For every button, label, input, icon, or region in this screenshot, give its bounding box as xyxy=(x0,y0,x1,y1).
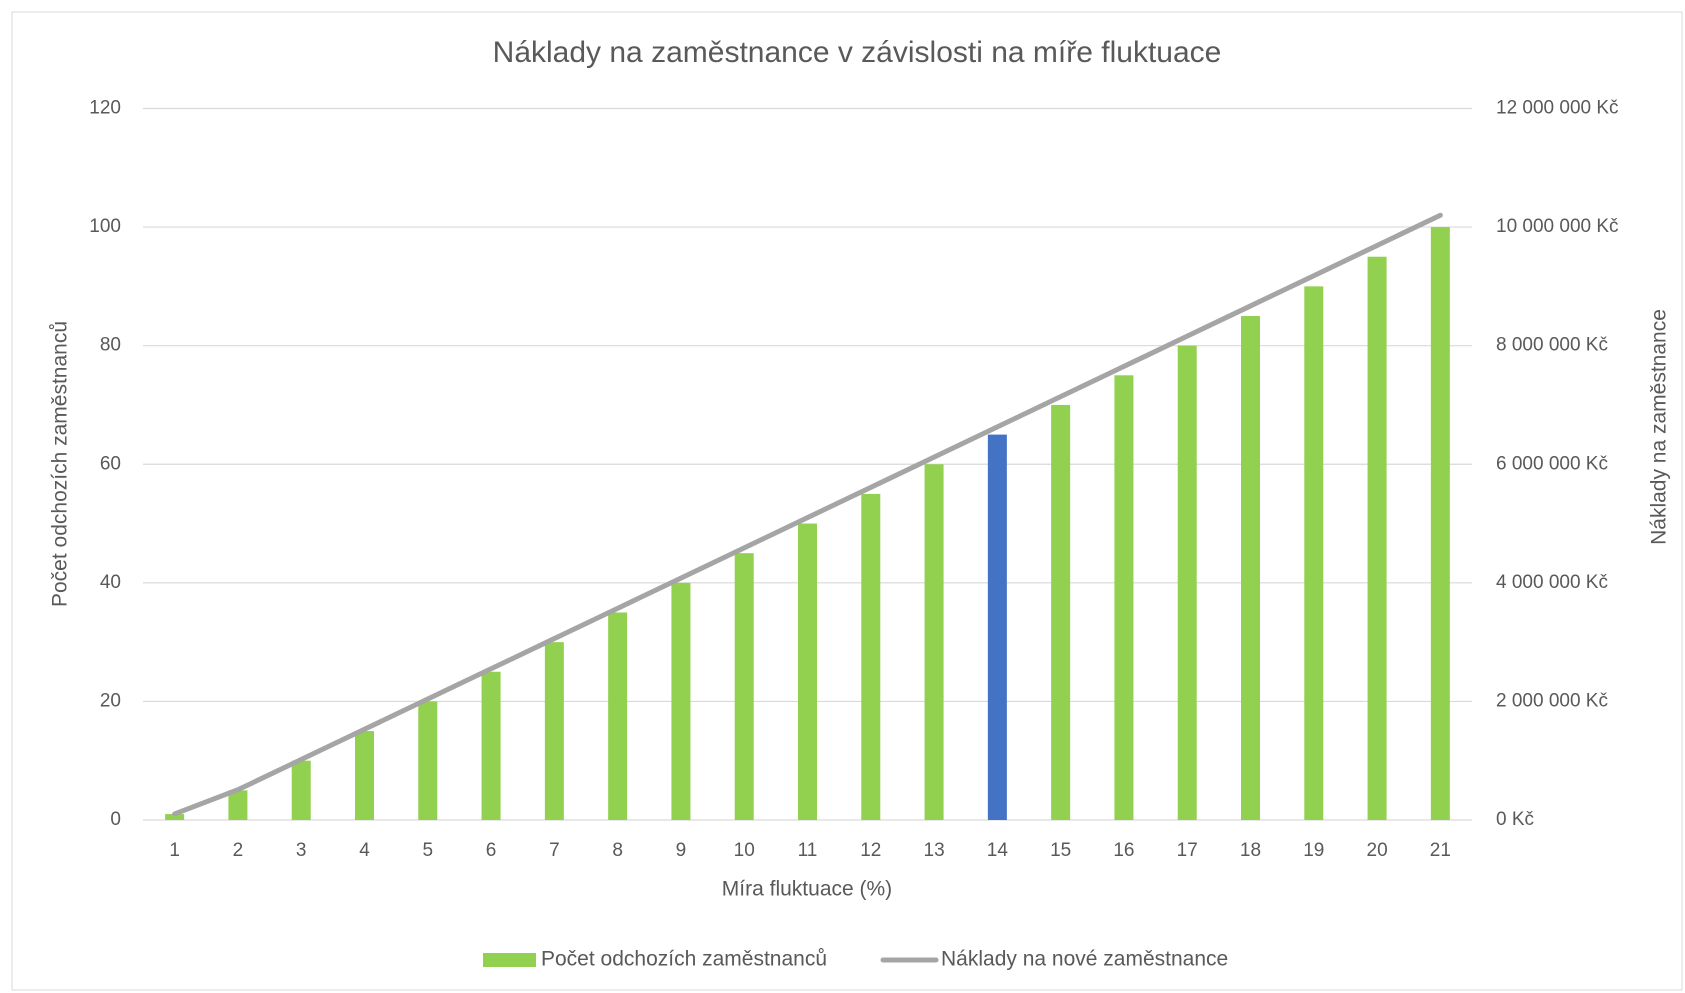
bar xyxy=(291,760,311,820)
x-tick-label: 9 xyxy=(676,840,687,861)
x-tick-label: 3 xyxy=(296,840,307,861)
bar xyxy=(1304,286,1324,820)
x-tick-label: 13 xyxy=(924,840,945,861)
x-axis-title: Míra fluktuace (%) xyxy=(722,878,892,901)
chart-title: Náklady na zaměstnance v závislosti na m… xyxy=(493,36,1222,69)
bar xyxy=(734,553,754,820)
bar xyxy=(861,493,881,820)
x-tick-label: 7 xyxy=(549,840,560,861)
bar xyxy=(987,434,1007,820)
x-tick-label: 5 xyxy=(422,840,433,861)
x-tick-label: 2 xyxy=(233,840,244,861)
y-tick-label: 0 xyxy=(110,809,121,830)
y-tick-label: 120 xyxy=(89,98,121,119)
x-tick-label: 12 xyxy=(860,840,881,861)
bar xyxy=(481,671,501,820)
y2-tick-label: 4 000 000 Kč xyxy=(1496,572,1608,593)
y-tick-label: 60 xyxy=(100,453,121,474)
y2-axis-title: Náklady na zaměstnance xyxy=(1648,309,1671,545)
bar xyxy=(1051,404,1071,820)
y-tick-label: 80 xyxy=(100,335,121,356)
y-tick-label: 100 xyxy=(89,216,121,237)
bar xyxy=(798,523,817,820)
x-tick-label: 8 xyxy=(612,840,623,861)
x-tick-label: 18 xyxy=(1240,840,1261,861)
y-axis-title: Počet odchozích zaměstnanců xyxy=(49,321,72,607)
x-tick-label: 4 xyxy=(359,840,370,861)
y2-tick-label: 2 000 000 Kč xyxy=(1496,690,1608,711)
x-tick-label: 16 xyxy=(1113,840,1134,861)
bar xyxy=(418,701,438,820)
bar xyxy=(671,582,691,820)
bar xyxy=(355,731,374,820)
bar xyxy=(228,790,248,820)
y2-tick-label: 6 000 000 Kč xyxy=(1496,453,1608,474)
x-tick-label: 20 xyxy=(1367,840,1388,861)
x-tick-label: 11 xyxy=(798,840,818,861)
legend-swatch xyxy=(483,953,536,967)
y2-tick-label: 0 Kč xyxy=(1496,809,1534,830)
y-tick-label: 40 xyxy=(100,572,121,593)
bar xyxy=(544,642,564,820)
y2-tick-label: 12 000 000 Kč xyxy=(1496,98,1619,119)
line xyxy=(172,212,1443,817)
bar xyxy=(1430,227,1450,821)
y2-tick-label: 10 000 000 Kč xyxy=(1496,216,1619,237)
bar xyxy=(1114,375,1134,820)
bar xyxy=(1177,345,1197,820)
bar xyxy=(165,814,185,820)
x-tick-label: 14 xyxy=(987,840,1009,861)
x-tick-label: 10 xyxy=(734,840,755,861)
x-tick-label: 15 xyxy=(1050,840,1071,861)
x-tick-label: 1 xyxy=(169,840,180,861)
bar xyxy=(1367,256,1387,821)
y-tick-label: 20 xyxy=(100,690,121,711)
bar xyxy=(1241,316,1260,820)
x-tick-label: 6 xyxy=(486,840,497,861)
x-tick-label: 21 xyxy=(1430,840,1451,861)
y2-tick-label: 8 000 000 Kč xyxy=(1496,335,1608,356)
x-tick-label: 17 xyxy=(1177,840,1198,861)
legend-label: Počet odchozích zaměstnanců xyxy=(541,948,827,971)
legend-label: Náklady na nové zaměstnance xyxy=(941,948,1228,971)
x-tick-label: 19 xyxy=(1303,840,1324,861)
bar xyxy=(608,612,628,820)
bar xyxy=(924,464,944,820)
